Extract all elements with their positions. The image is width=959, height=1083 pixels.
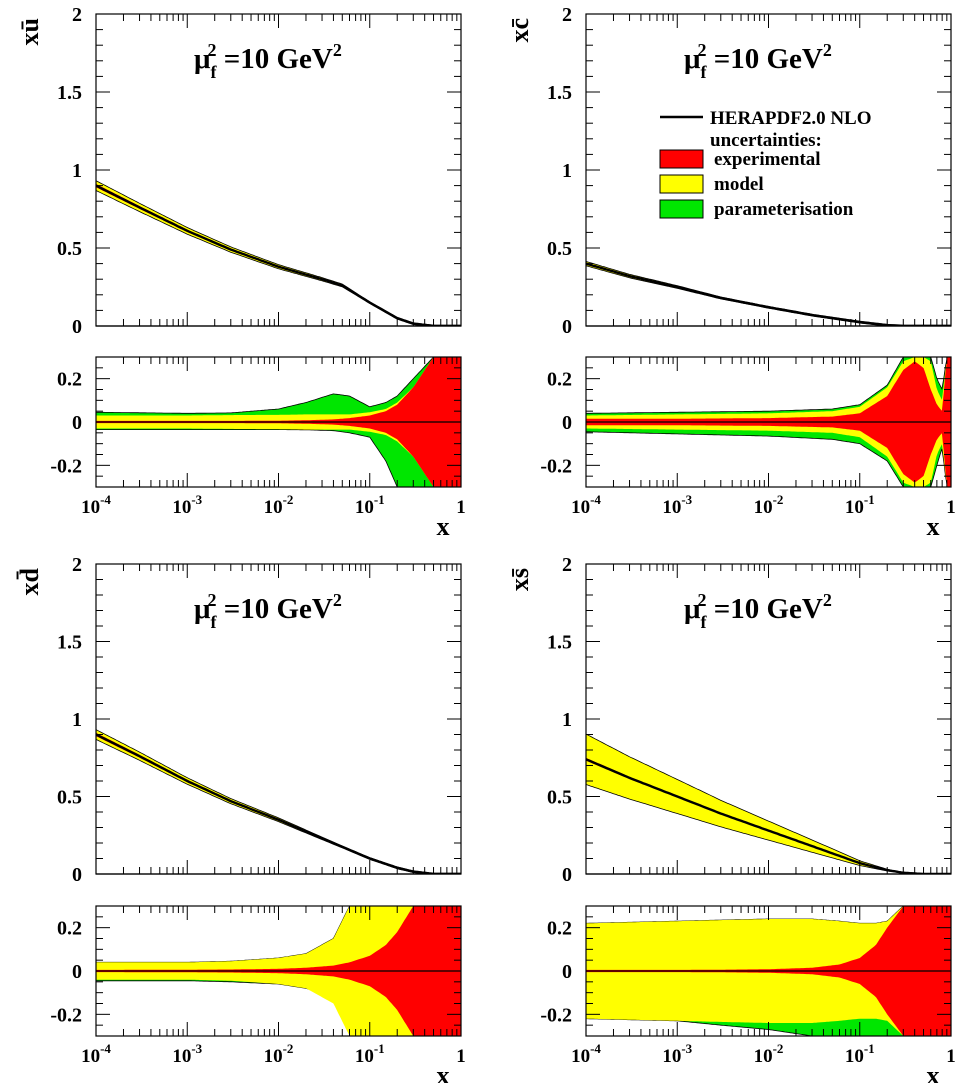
y-tick-label: 0.5 — [547, 787, 572, 809]
y-tick-label: 0.2 — [57, 918, 82, 940]
scale-annotation: μf2 =10 GeV2 — [684, 40, 832, 82]
y-tick-label: 1.5 — [547, 82, 572, 104]
x-tick-label: 10-1 — [845, 492, 875, 518]
y-tick-label: 1 — [562, 709, 572, 731]
x-tick-label: 10-1 — [355, 1041, 385, 1067]
x-axis-label: x — [437, 1061, 450, 1083]
y-tick-label: -0.2 — [540, 455, 572, 477]
experimental-band — [96, 183, 461, 326]
central-line — [586, 262, 951, 326]
y-tick-label: 0 — [562, 961, 572, 983]
y-tick-label: 0 — [562, 316, 572, 338]
y-tick-label: 0.5 — [57, 787, 82, 809]
pdf-panel-cbar: 0 0.5 1 1.5 2 xc̄ μf2 =10 GeV2 10-4 10-3 10-2 10-1… — [505, 4, 956, 541]
model-band — [96, 729, 461, 874]
y-tick-label: 0 — [562, 412, 572, 434]
scale-annotation: μf2 =10 GeV2 — [194, 590, 342, 632]
model-band — [96, 180, 461, 326]
x-tick-label: 1 — [456, 1046, 466, 1067]
y-tick-label: 0.5 — [547, 238, 572, 260]
y-tick-label: 2 — [72, 554, 82, 576]
y-tick-label: -0.2 — [50, 455, 82, 477]
central-line — [586, 758, 951, 874]
y-tick-label: -0.2 — [540, 1004, 572, 1026]
legend: HERAPDF2.0 NLOuncertainties:experimental… — [659, 108, 872, 220]
y-tick-label: 2 — [72, 4, 82, 26]
legend-item-model: model — [714, 174, 764, 195]
central-line — [96, 184, 461, 326]
x-tick-label: 10-2 — [264, 492, 294, 518]
legend-central-label: HERAPDF2.0 NLO — [710, 108, 872, 129]
central-line — [96, 733, 461, 874]
x-tick-label: 10-4 — [81, 492, 111, 518]
pdf-panel-ubar: 0 0.5 1 1.5 2 xū μf2 =10 GeV2 10-4 10-3 10-2 10-1 1… — [15, 4, 466, 541]
y-tick-label: 0 — [72, 961, 82, 983]
y-tick-label: 0 — [72, 412, 82, 434]
pdf-panel-dbar: 0 0.5 1 1.5 2 xd̄ μf2 =10 GeV2 10-4 10-3 10-2 10-1… — [15, 554, 466, 1083]
y-axis-label: xd̄ — [15, 567, 44, 595]
y-axis-label: xū — [15, 18, 44, 45]
y-tick-label: -0.2 — [50, 1004, 82, 1026]
ratio-bands — [586, 906, 951, 1036]
x-tick-label: 10-2 — [264, 1041, 294, 1067]
x-tick-label: 10-3 — [662, 492, 692, 518]
y-axis-label: xs̄ — [505, 568, 534, 591]
scale-annotation: μf2 =10 GeV2 — [194, 40, 342, 82]
x-tick-label: 10-4 — [81, 1041, 111, 1067]
y-tick-label: 1.5 — [57, 82, 82, 104]
x-tick-label: 10-3 — [172, 492, 202, 518]
legend-heading: uncertainties: — [710, 130, 822, 151]
x-tick-label: 10-1 — [845, 1041, 875, 1067]
pdf-panel-sbar: 0 0.5 1 1.5 2 xs̄ μf2 =10 GeV2 10-4 10-3 10-2 10-1… — [505, 554, 956, 1083]
main-bands — [586, 260, 951, 326]
legend-item-experimental: experimental — [714, 149, 821, 170]
y-tick-label: 1 — [562, 160, 572, 182]
y-tick-label: 0 — [562, 864, 572, 886]
scale-annotation: μf2 =10 GeV2 — [684, 590, 832, 632]
x-tick-label: 10-1 — [355, 492, 385, 518]
y-axis-label: xc̄ — [505, 18, 534, 43]
x-axis-label: x — [927, 512, 940, 541]
legend-swatch-parameterisation — [659, 199, 704, 219]
legend-swatch-experimental — [659, 149, 704, 169]
x-tick-label: 10-4 — [571, 492, 601, 518]
x-axis-label: x — [927, 1061, 940, 1083]
x-tick-label: 10-3 — [172, 1041, 202, 1067]
experimental-band — [96, 732, 461, 874]
x-tick-label: 10-4 — [571, 1041, 601, 1067]
main-bands — [96, 729, 461, 874]
y-tick-label: 0 — [72, 316, 82, 338]
y-tick-label: 1 — [72, 709, 82, 731]
x-tick-label: 1 — [946, 1046, 956, 1067]
y-tick-label: 2 — [562, 554, 572, 576]
y-tick-label: 1.5 — [57, 632, 82, 654]
y-tick-label: 0.2 — [57, 369, 82, 391]
y-tick-label: 0.2 — [547, 369, 572, 391]
legend-item-parameterisation: parameterisation — [714, 199, 854, 220]
y-tick-label: 0.2 — [547, 918, 572, 940]
x-tick-label: 1 — [456, 497, 466, 518]
x-tick-label: 10-2 — [754, 1041, 784, 1067]
main-bands — [96, 180, 461, 326]
ratio-bands — [586, 357, 951, 487]
y-tick-label: 1.5 — [547, 632, 572, 654]
main-bands — [586, 733, 951, 874]
ratio-bands — [96, 357, 461, 487]
y-tick-label: 0.5 — [57, 238, 82, 260]
x-tick-label: 10-3 — [662, 1041, 692, 1067]
y-tick-label: 0 — [72, 864, 82, 886]
legend-swatch-model — [659, 174, 704, 194]
y-tick-label: 2 — [562, 4, 572, 26]
x-axis-label: x — [437, 512, 450, 541]
x-tick-label: 1 — [946, 497, 956, 518]
model-band — [586, 733, 951, 874]
ratio-bands — [96, 906, 461, 1036]
x-tick-label: 10-2 — [754, 492, 784, 518]
y-tick-label: 1 — [72, 160, 82, 182]
